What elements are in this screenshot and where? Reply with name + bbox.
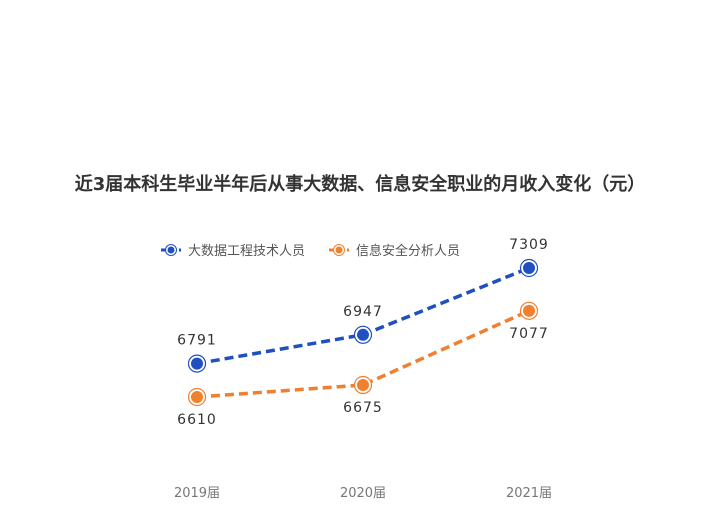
chart-title: 近3届本科生毕业半年后从事大数据、信息安全职业的月收入变化（元） bbox=[75, 173, 646, 195]
x-tick-label: 2020届 bbox=[340, 486, 386, 501]
series-1: 6791 6947 7309 bbox=[177, 237, 549, 373]
legend-marker bbox=[335, 246, 343, 254]
series-2: 6610 6675 7077 bbox=[177, 301, 549, 428]
data-label: 6947 bbox=[343, 304, 383, 320]
legend-marker bbox=[167, 246, 175, 254]
legend-item-2: 信息安全分析人员 bbox=[329, 243, 460, 259]
data-point-marker bbox=[357, 379, 369, 392]
data-label: 6675 bbox=[343, 400, 383, 416]
data-label: 6610 bbox=[177, 412, 217, 428]
data-point-marker bbox=[523, 262, 535, 274]
legend-item-1: 大数据工程技术人员 bbox=[161, 244, 305, 259]
x-tick-label: 2019届 bbox=[174, 486, 220, 501]
legend-label: 大数据工程技术人员 bbox=[188, 244, 305, 259]
data-point: 7309 bbox=[509, 237, 549, 278]
data-point: 6947 bbox=[343, 304, 383, 344]
x-tick-label: 2021届 bbox=[506, 486, 552, 501]
series-line bbox=[196, 309, 530, 399]
data-point-marker bbox=[357, 328, 369, 341]
data-label: 7309 bbox=[509, 237, 549, 253]
x-axis: 2019届 2020届 2021届 bbox=[174, 486, 552, 501]
data-point: 6610 bbox=[177, 387, 217, 428]
legend-label: 信息安全分析人员 bbox=[356, 243, 460, 259]
data-point-marker bbox=[191, 357, 203, 370]
data-label: 6791 bbox=[177, 333, 217, 349]
data-point: 7077 bbox=[509, 301, 549, 342]
series-layer: 6791 6947 7309 6610 6675 7077 bbox=[177, 237, 549, 428]
legend: 大数据工程技术人员 信息安全分析人员 bbox=[161, 243, 460, 259]
data-label: 7077 bbox=[509, 326, 549, 342]
data-point: 6791 bbox=[177, 333, 217, 373]
data-point-marker bbox=[191, 391, 203, 403]
data-point-marker bbox=[523, 304, 535, 317]
data-point: 6675 bbox=[343, 375, 383, 416]
